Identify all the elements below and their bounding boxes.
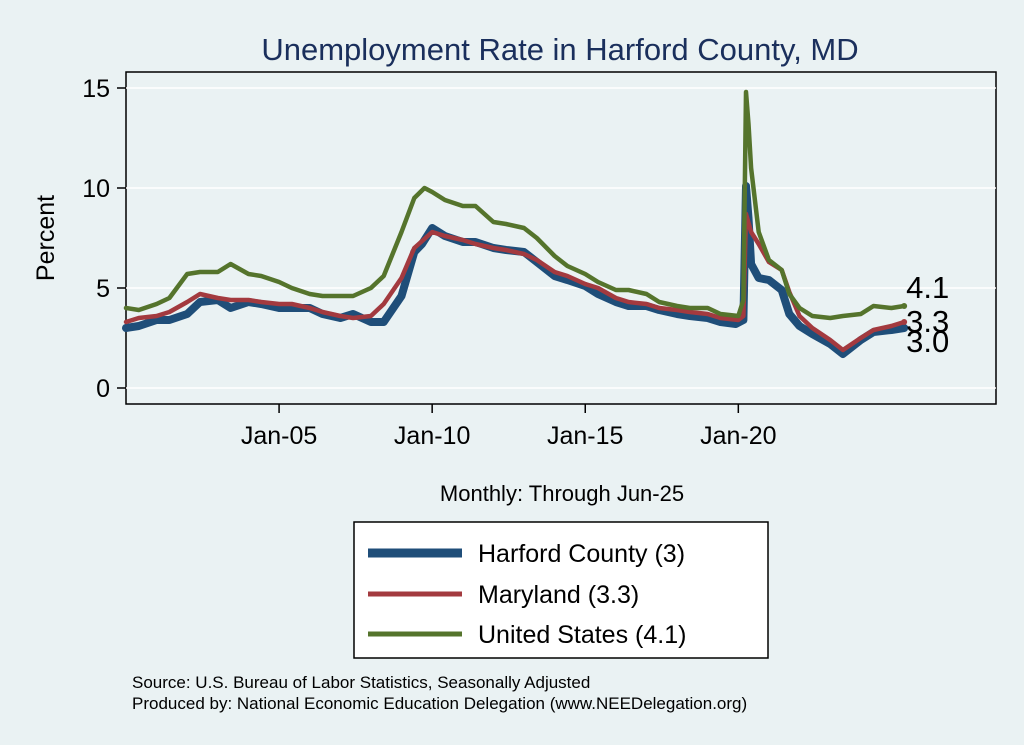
series-endpoint-maryland xyxy=(901,319,908,325)
series-endpoint-us xyxy=(901,303,908,309)
legend-label-maryland: Maryland (3.3) xyxy=(478,581,639,609)
producer-line: Produced by: National Economic Education… xyxy=(132,694,747,713)
x-axis-note: Monthly: Through Jun-25 xyxy=(440,481,684,506)
y-tick-label-5: 5 xyxy=(96,275,110,303)
x-axis-ticks: Jan-05 Jan-10 Jan-15 Jan-20 xyxy=(241,404,777,450)
series-endpoint-harford xyxy=(901,325,908,331)
series-lines xyxy=(122,89,909,358)
end-label-maryland: 3.3 xyxy=(906,304,949,339)
legend: Harford County (3) Maryland (3.3) United… xyxy=(353,521,769,659)
series-line-us xyxy=(123,89,907,321)
y-tick-label-10: 10 xyxy=(82,175,110,203)
source-line: Source: U.S. Bureau of Labor Statistics,… xyxy=(132,673,590,692)
x-tick-label-3: Jan-20 xyxy=(700,422,776,450)
x-tick-label-0: Jan-05 xyxy=(241,422,317,450)
x-tick-label-2: Jan-15 xyxy=(547,422,623,450)
y-axis-ticks: 0 5 10 15 xyxy=(82,75,126,403)
legend-label-harford: Harford County (3) xyxy=(478,540,685,568)
chart-title: Unemployment Rate in Harford County, MD xyxy=(261,32,858,67)
y-tick-label-15: 15 xyxy=(82,75,110,103)
end-label-us: 4.1 xyxy=(906,270,949,305)
y-tick-label-0: 0 xyxy=(96,375,110,403)
y-axis-title: Percent xyxy=(32,195,60,281)
plot-area xyxy=(125,71,997,405)
legend-label-us: United States (4.1) xyxy=(478,621,686,649)
end-label-harford: 3.0 xyxy=(906,324,949,359)
x-tick-label-1: Jan-10 xyxy=(394,422,470,450)
series-line-harford xyxy=(122,182,909,358)
grid-lines xyxy=(126,87,996,389)
end-labels: 3.03.34.1 xyxy=(901,270,949,359)
